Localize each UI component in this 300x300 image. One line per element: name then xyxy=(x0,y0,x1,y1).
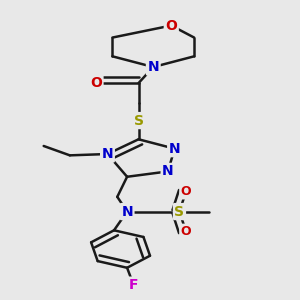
Text: F: F xyxy=(129,278,138,292)
Text: N: N xyxy=(121,205,133,219)
Text: S: S xyxy=(134,114,143,128)
Text: N: N xyxy=(148,60,159,74)
Text: O: O xyxy=(90,76,102,90)
Text: N: N xyxy=(169,142,180,156)
Text: N: N xyxy=(102,147,113,161)
Text: O: O xyxy=(181,185,191,198)
Text: O: O xyxy=(165,19,177,32)
Text: N: N xyxy=(162,164,174,178)
Text: S: S xyxy=(174,205,184,219)
Text: O: O xyxy=(181,225,191,238)
